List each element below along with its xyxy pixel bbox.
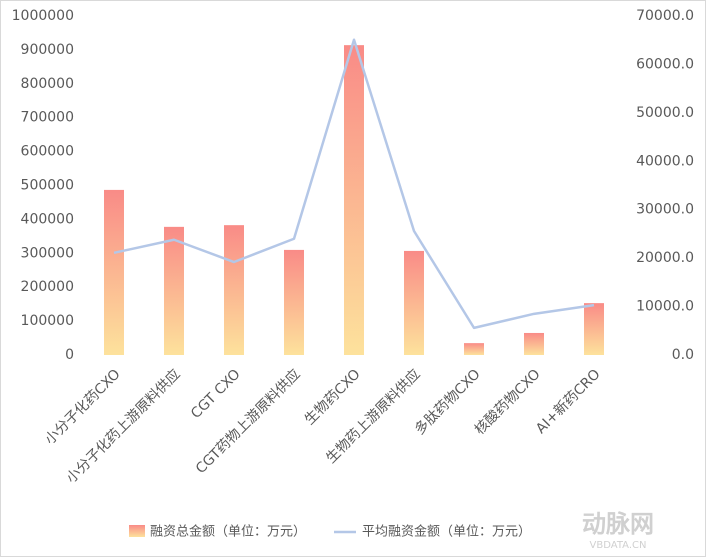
legend-swatch (129, 525, 145, 537)
y-tick-label: 400000 (21, 211, 74, 227)
y2-tick-label: 40000.0 (636, 153, 694, 169)
y-tick-label: 1000000 (12, 8, 74, 24)
y-tick-label: 700000 (21, 110, 74, 126)
y2-tick-label: 60000.0 (636, 56, 694, 72)
watermark: 动脉网 (582, 510, 654, 538)
legend-label: 融资总金额（单位：万元） (150, 524, 306, 540)
y2-tick-label: 70000.0 (636, 8, 694, 24)
bar (464, 343, 484, 355)
y-tick-label: 500000 (21, 178, 74, 194)
bar (284, 249, 304, 355)
bar (224, 225, 244, 355)
bar (584, 303, 604, 355)
y-tick-label: 900000 (21, 42, 74, 58)
y2-tick-label: 0.0 (672, 347, 694, 363)
bar (404, 250, 424, 355)
y-tick-label: 800000 (21, 76, 74, 92)
bar (344, 45, 364, 356)
y-tick-label: 600000 (21, 144, 74, 160)
bar (104, 189, 124, 355)
y2-tick-label: 30000.0 (636, 202, 694, 218)
y2-tick-label: 20000.0 (636, 250, 694, 266)
bar (524, 332, 544, 355)
y-tick-label: 200000 (21, 279, 74, 295)
y-tick-label: 0 (65, 347, 74, 363)
y-tick-label: 100000 (21, 313, 74, 329)
watermark: VBDATA.CN (590, 540, 647, 551)
bar (164, 226, 184, 355)
y-tick-label: 300000 (21, 245, 74, 261)
legend-label: 平均融资金额（单位：万元） (362, 524, 531, 540)
y2-tick-label: 50000.0 (636, 105, 694, 121)
y2-tick-label: 10000.0 (636, 299, 694, 315)
line (113, 38, 595, 330)
